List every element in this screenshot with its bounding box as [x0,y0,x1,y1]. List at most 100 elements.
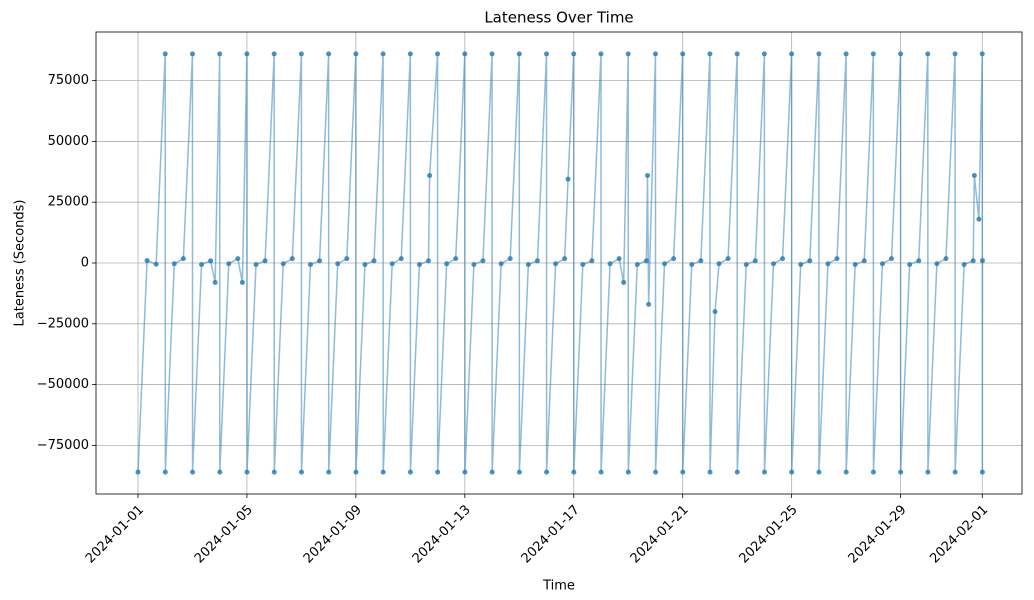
data-point [852,261,858,267]
data-point [752,258,758,264]
data-point [480,258,486,264]
y-tick-label: 0 [81,256,89,271]
data-point [171,261,177,267]
data-point [212,279,218,285]
data-point [979,258,985,264]
data-point [925,469,931,475]
chart-title: Lateness Over Time [484,9,633,27]
data-point [489,51,495,57]
x-tick-label: 2024-02-01 [927,502,991,566]
data-point [725,256,731,262]
data-point [444,261,450,267]
data-point [707,51,713,57]
data-point [671,256,677,262]
data-point [416,261,422,267]
data-point [952,51,958,57]
data-point [898,469,904,475]
data-point [870,469,876,475]
data-point [843,51,849,57]
data-point [621,279,627,285]
data-point [553,261,559,267]
data-point [307,261,313,267]
data-point [734,51,740,57]
data-point [298,51,304,57]
data-point [598,51,604,57]
data-point [643,258,649,264]
data-point [825,261,831,267]
data-point [525,261,531,267]
data-point [189,51,195,57]
data-point [335,261,341,267]
data-point [317,258,323,264]
data-point [453,256,459,262]
data-point [716,261,722,267]
data-point [271,51,277,57]
data-point [239,279,245,285]
data-point [326,469,332,475]
data-point [607,261,613,267]
data-point [162,469,168,475]
y-tick-label: −25000 [37,316,89,331]
data-point [816,51,822,57]
data-point [843,469,849,475]
data-point [507,256,513,262]
data-point [888,256,894,262]
data-point [712,309,718,315]
data-point [952,469,958,475]
data-point [380,469,386,475]
data-point [162,51,168,57]
data-point [580,261,586,267]
data-point [870,51,876,57]
data-point [616,256,622,262]
data-point [462,469,468,475]
x-tick-label: 2024-01-25 [737,502,801,566]
data-point [707,469,713,475]
data-point [425,258,431,264]
data-point [407,51,413,57]
x-tick-label: 2024-01-17 [519,502,583,566]
data-point [816,469,822,475]
data-point [761,469,767,475]
data-point [653,469,659,475]
data-point [471,261,477,267]
data-point [427,172,433,178]
data-point [861,258,867,264]
data-point [208,258,214,264]
data-point [489,469,495,475]
data-point [435,51,441,57]
data-point [190,469,196,475]
x-tick-label: 2024-01-13 [410,502,474,566]
x-tick-label: 2024-01-01 [83,502,147,566]
data-point [199,261,205,267]
data-point [907,261,913,267]
series-line [137,53,984,473]
data-point [898,51,904,57]
data-point [244,51,250,57]
data-point [834,256,840,262]
data-point [689,261,695,267]
data-point [326,51,332,57]
data-point [698,258,704,264]
x-tick-label: 2024-01-29 [846,502,910,566]
data-point [971,172,977,178]
data-point [625,51,631,57]
x-axis-label: Time [542,579,575,594]
data-point [743,261,749,267]
data-point [344,256,350,262]
data-point [262,258,268,264]
data-point [943,256,949,262]
y-tick-label: −50000 [37,377,89,392]
data-point [780,256,786,262]
data-point [135,469,141,475]
data-point [226,261,232,267]
data-point [153,261,159,267]
y-tick-label: 50000 [48,134,89,149]
data-point [571,51,577,57]
data-point [353,51,359,57]
data-point [544,51,550,57]
x-tick-label: 2024-01-09 [301,502,365,566]
data-point [534,258,540,264]
data-point [407,469,413,475]
data-point [970,258,976,264]
data-point [235,256,241,262]
